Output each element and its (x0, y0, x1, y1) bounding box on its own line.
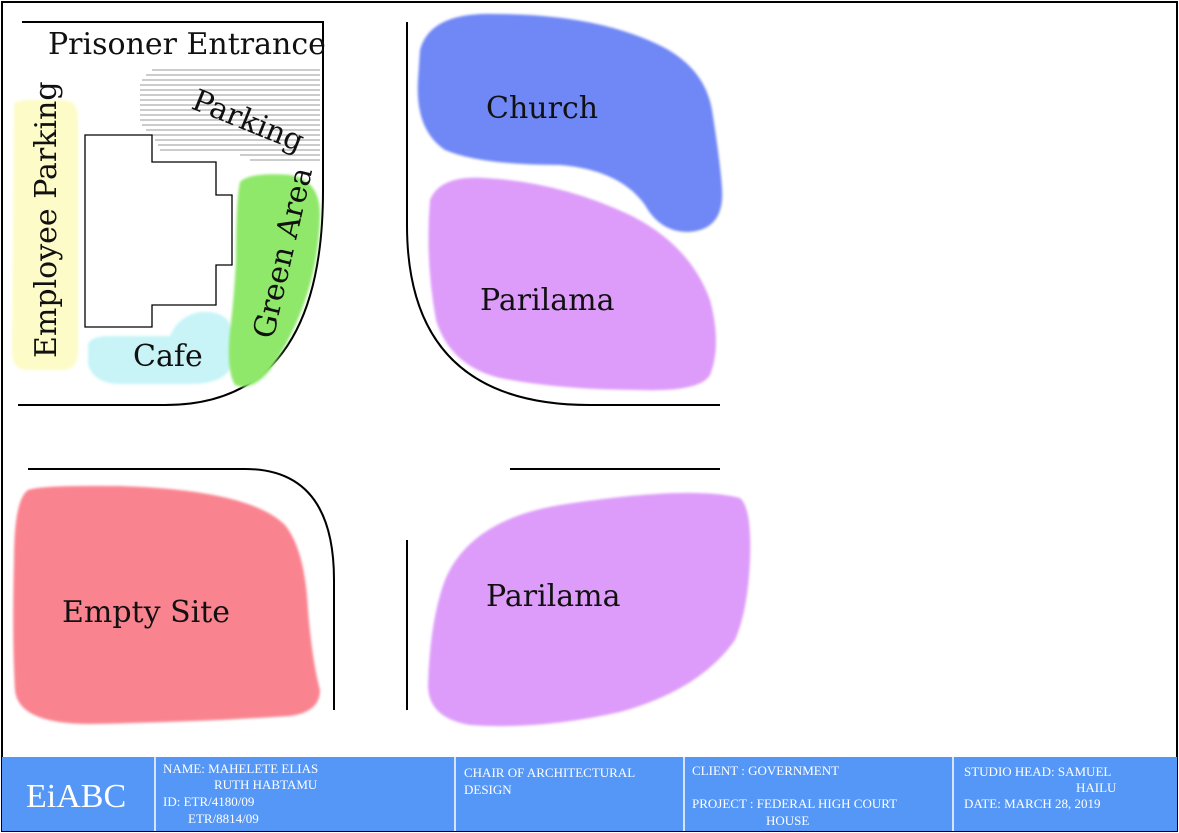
empty-site-block: Empty Site (13, 468, 335, 724)
employee-parking-zone (12, 100, 78, 370)
client-text: CLIENT : GOVERNMENT (692, 763, 839, 778)
project-line-1: PROJECT : FEDERAL HIGH COURT (692, 796, 897, 811)
employee-parking-label: Employee Parking (29, 81, 64, 358)
empty-site-label: Empty Site (62, 595, 230, 630)
parilama-top-zone (428, 177, 716, 391)
project-line-2: HOUSE (766, 813, 809, 828)
id-line-1: ID: ETR/4180/09 (163, 794, 254, 809)
name-line-1: NAME: MAHELETE ELIAS (163, 761, 318, 776)
school-logo: EiABC (26, 778, 126, 815)
parilama-top-label: Parilama (480, 283, 615, 318)
road-curve-bottom-left (28, 468, 335, 710)
parking-hatch (140, 69, 320, 161)
studio-head-line-1: STUDIO HEAD: SAMUEL (964, 764, 1111, 779)
date-text: DATE: MARCH 28, 2019 (964, 796, 1101, 811)
title-block-background (2, 757, 1177, 831)
parking-label: Parking (187, 83, 309, 159)
green-area-zone (228, 174, 320, 387)
court-block: Prisoner Entrance Parking Employee Parki… (12, 21, 326, 406)
prisoner-entrance-label: Prisoner Entrance (48, 27, 326, 62)
chair-line-1: CHAIR OF ARCHITECTURAL (464, 765, 635, 780)
empty-site-zone (13, 485, 320, 724)
id-line-2: ETR/8814/09 (188, 811, 259, 826)
cafe-zone (88, 311, 234, 384)
church-label: Church (486, 91, 598, 126)
title-block: EiABC NAME: MAHELETE ELIAS RUTH HABTAMU … (2, 757, 1177, 831)
cafe-label: Cafe (133, 339, 203, 374)
road-curve-top-right (406, 22, 720, 406)
parilama-bottom-label: Parilama (486, 579, 621, 614)
church-zone (417, 13, 723, 233)
court-building (84, 134, 233, 328)
name-line-2: RUTH HABTAMU (214, 777, 318, 792)
studio-head-line-2: HAILU (1076, 780, 1117, 795)
parilama-bottom-zone (428, 492, 751, 727)
parilama-bottom-block: Parilama (406, 468, 751, 727)
church-parilama-block: Church Parilama (406, 13, 723, 406)
chair-line-2: DESIGN (464, 782, 512, 797)
